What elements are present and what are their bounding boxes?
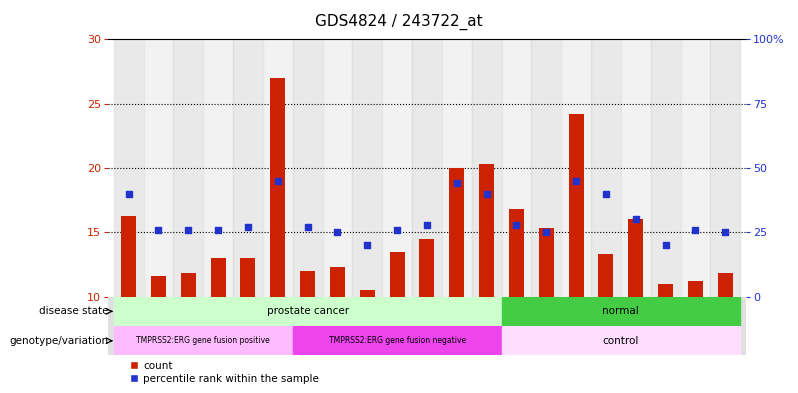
Point xyxy=(242,224,255,230)
Bar xyxy=(233,39,263,297)
Point xyxy=(301,224,314,230)
Point xyxy=(211,227,224,233)
Bar xyxy=(293,39,322,297)
Point xyxy=(271,178,284,184)
Bar xyxy=(710,39,741,297)
Bar xyxy=(121,216,136,297)
Point xyxy=(421,221,433,228)
Bar xyxy=(681,39,710,297)
Bar xyxy=(113,39,144,297)
Bar xyxy=(650,39,681,297)
Bar xyxy=(293,326,501,356)
Bar xyxy=(420,239,434,297)
Point xyxy=(719,229,732,235)
Text: prostate cancer: prostate cancer xyxy=(267,307,349,316)
Bar xyxy=(449,168,464,297)
Bar xyxy=(144,39,173,297)
Bar xyxy=(113,297,501,326)
Bar xyxy=(151,276,166,297)
Bar xyxy=(389,252,405,297)
Text: TMPRSS2:ERG gene fusion positive: TMPRSS2:ERG gene fusion positive xyxy=(136,336,270,345)
Bar xyxy=(501,297,741,326)
Bar xyxy=(360,290,375,297)
Bar xyxy=(591,39,621,297)
Point xyxy=(480,191,493,197)
Text: TMPRSS2:ERG gene fusion negative: TMPRSS2:ERG gene fusion negative xyxy=(329,336,466,345)
Bar xyxy=(412,39,442,297)
Bar xyxy=(598,254,614,297)
Bar xyxy=(717,274,733,297)
Point xyxy=(361,242,373,248)
Bar xyxy=(330,267,345,297)
Bar xyxy=(628,219,643,297)
Bar xyxy=(539,228,554,297)
Legend: count, percentile rank within the sample: count, percentile rank within the sample xyxy=(126,357,323,388)
Point xyxy=(182,227,195,233)
Point xyxy=(689,227,701,233)
Bar xyxy=(472,39,501,297)
Point xyxy=(152,227,165,233)
Bar xyxy=(173,39,203,297)
Bar xyxy=(113,326,293,356)
Bar xyxy=(203,39,233,297)
Bar xyxy=(569,114,583,297)
Bar xyxy=(509,209,523,297)
Bar xyxy=(263,39,293,297)
Point xyxy=(540,229,553,235)
Point xyxy=(510,221,523,228)
Bar xyxy=(531,39,561,297)
Bar xyxy=(211,258,226,297)
Bar xyxy=(621,39,650,297)
Bar xyxy=(688,281,703,297)
Bar xyxy=(501,326,741,356)
Point xyxy=(122,191,135,197)
Bar xyxy=(271,78,285,297)
Point xyxy=(659,242,672,248)
Bar xyxy=(181,274,196,297)
Bar xyxy=(442,39,472,297)
Point xyxy=(450,180,463,187)
Bar xyxy=(300,271,315,297)
Text: normal: normal xyxy=(602,307,639,316)
Bar xyxy=(658,284,673,297)
Bar xyxy=(561,39,591,297)
Bar xyxy=(322,39,353,297)
Point xyxy=(599,191,612,197)
Point xyxy=(630,216,642,222)
Point xyxy=(391,227,404,233)
Text: GDS4824 / 243722_at: GDS4824 / 243722_at xyxy=(315,13,483,30)
Text: disease state: disease state xyxy=(39,307,109,316)
Text: genotype/variation: genotype/variation xyxy=(10,336,109,346)
Bar xyxy=(501,39,531,297)
Point xyxy=(331,229,344,235)
Bar xyxy=(240,258,255,297)
Text: control: control xyxy=(602,336,639,346)
Bar xyxy=(479,164,494,297)
Bar xyxy=(353,39,382,297)
Bar xyxy=(382,39,412,297)
Point xyxy=(570,178,583,184)
